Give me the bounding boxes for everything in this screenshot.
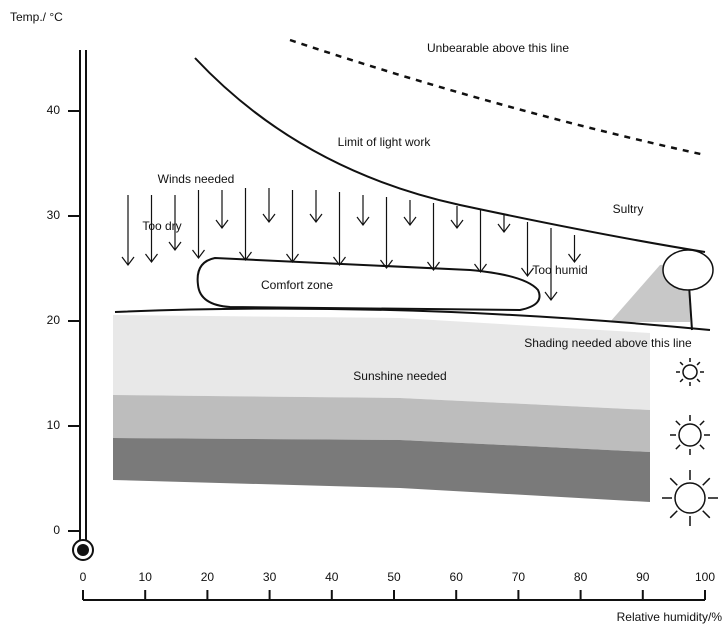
arrow-head: [356, 216, 370, 226]
x-tick-label: 80: [574, 570, 588, 584]
x-tick-label: 20: [201, 570, 215, 584]
annotation: Unbearable above this line: [427, 41, 569, 55]
sun-ray: [675, 444, 681, 450]
arrow-head: [262, 213, 276, 223]
arrow-head: [568, 253, 581, 263]
x-tick-label: 10: [139, 570, 153, 584]
unbearable-line: [289, 38, 706, 157]
annotation: Too humid: [532, 263, 587, 277]
sun-ray: [675, 420, 681, 426]
sun-ray: [669, 510, 678, 519]
arrow-head: [544, 291, 558, 301]
tree: [662, 249, 714, 331]
arrow-head: [474, 263, 487, 273]
y-axis-title: Temp./ °C: [10, 10, 63, 24]
arrow-head: [427, 261, 440, 271]
annotation: Winds needed: [158, 172, 235, 186]
x-axis-title: Relative humidity/%: [617, 610, 723, 624]
sun: [674, 482, 706, 514]
sun-ray: [699, 420, 705, 426]
annotation: Sultry: [613, 202, 644, 216]
annotation: Too dry: [142, 219, 181, 233]
comfort-zone: [196, 256, 541, 312]
arrow-head: [497, 223, 511, 233]
arrow-head: [521, 267, 534, 277]
mid-band: [113, 395, 650, 452]
light-band: [113, 315, 650, 410]
annotation: Limit of light work: [338, 135, 432, 149]
sun-ray: [696, 378, 701, 383]
dark-band: [113, 438, 650, 502]
thermometer-bulb: [77, 544, 89, 556]
arrow-head: [215, 219, 229, 229]
arrow-head: [239, 251, 252, 261]
arrow-head: [168, 241, 182, 251]
arrow-head: [286, 253, 299, 263]
sun: [682, 364, 698, 380]
sun-ray: [699, 444, 705, 450]
arrow-head: [309, 213, 323, 223]
y-tick-label: 40: [47, 103, 61, 117]
x-tick-label: 40: [325, 570, 339, 584]
sun-ray: [702, 510, 711, 519]
y-tick-label: 0: [53, 523, 60, 537]
suns: [662, 358, 718, 526]
y-tick-label: 10: [47, 418, 61, 432]
sun-ray: [702, 477, 711, 486]
y-tick-label: 20: [47, 313, 61, 327]
sun-ray: [669, 477, 678, 486]
wind-arrows: [121, 188, 581, 301]
x-tick-label: 50: [387, 570, 401, 584]
x-tick-label: 90: [636, 570, 650, 584]
arrow-head: [333, 256, 346, 266]
arrow-head: [192, 249, 205, 259]
y-tick-label: 30: [47, 208, 61, 222]
x-tick-label: 0: [80, 570, 87, 584]
sun-ray: [679, 378, 684, 383]
x-tick-label: 100: [695, 570, 715, 584]
annotation: Comfort zone: [261, 278, 333, 292]
arrow-head: [145, 253, 158, 263]
sun: [678, 423, 702, 447]
x-tick-label: 70: [512, 570, 526, 584]
sun-ray: [679, 361, 684, 366]
x-tick-label: 60: [450, 570, 464, 584]
arrow-head: [121, 256, 135, 266]
sun-ray: [696, 361, 701, 366]
light-work-line: [194, 57, 706, 253]
annotation: Sunshine needed: [353, 369, 446, 383]
arrow-head: [380, 259, 393, 269]
x-tick-label: 30: [263, 570, 277, 584]
arrow-head: [450, 219, 464, 229]
annotation: Shading needed above this line: [524, 336, 692, 350]
arrow-head: [403, 216, 417, 226]
shading-line: [114, 307, 711, 331]
